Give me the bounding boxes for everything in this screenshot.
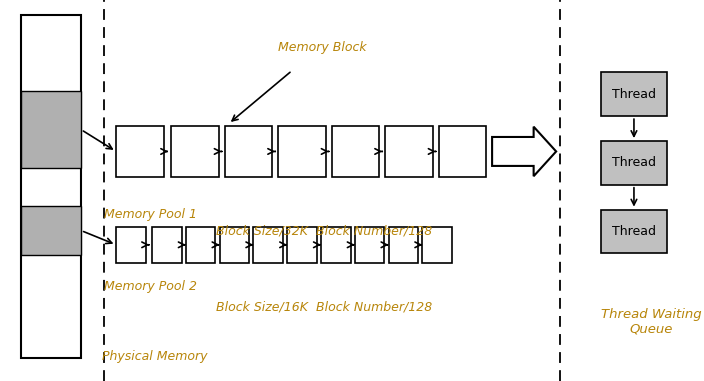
Polygon shape: [492, 126, 556, 176]
FancyBboxPatch shape: [21, 206, 81, 255]
Text: Memory Pool 1: Memory Pool 1: [104, 208, 197, 221]
FancyBboxPatch shape: [220, 227, 249, 263]
FancyBboxPatch shape: [152, 227, 182, 263]
FancyBboxPatch shape: [253, 227, 283, 263]
FancyBboxPatch shape: [389, 227, 418, 263]
Text: Thread: Thread: [612, 88, 656, 101]
FancyBboxPatch shape: [321, 227, 351, 263]
FancyBboxPatch shape: [21, 91, 81, 168]
FancyBboxPatch shape: [601, 210, 667, 253]
Text: Memory Block: Memory Block: [278, 41, 367, 54]
Text: Thread Waiting
Queue: Thread Waiting Queue: [601, 308, 701, 336]
FancyBboxPatch shape: [422, 227, 452, 263]
FancyBboxPatch shape: [116, 227, 146, 263]
FancyBboxPatch shape: [225, 126, 272, 177]
FancyBboxPatch shape: [601, 72, 667, 116]
Text: Block Size/16K  Block Number/128: Block Size/16K Block Number/128: [215, 300, 432, 313]
FancyBboxPatch shape: [21, 15, 81, 358]
Text: Thread: Thread: [612, 156, 656, 170]
FancyBboxPatch shape: [385, 126, 433, 177]
FancyBboxPatch shape: [287, 227, 317, 263]
FancyBboxPatch shape: [601, 141, 667, 185]
FancyBboxPatch shape: [278, 126, 326, 177]
Text: Physical Memory: Physical Memory: [102, 350, 208, 363]
FancyBboxPatch shape: [439, 126, 486, 177]
FancyBboxPatch shape: [186, 227, 215, 263]
Text: Memory Pool 2: Memory Pool 2: [104, 280, 197, 293]
FancyBboxPatch shape: [171, 126, 219, 177]
FancyBboxPatch shape: [355, 227, 384, 263]
FancyBboxPatch shape: [116, 126, 164, 177]
Text: Block Size/32K  Block Number/128: Block Size/32K Block Number/128: [215, 224, 432, 237]
Text: Thread: Thread: [612, 225, 656, 238]
FancyBboxPatch shape: [332, 126, 379, 177]
